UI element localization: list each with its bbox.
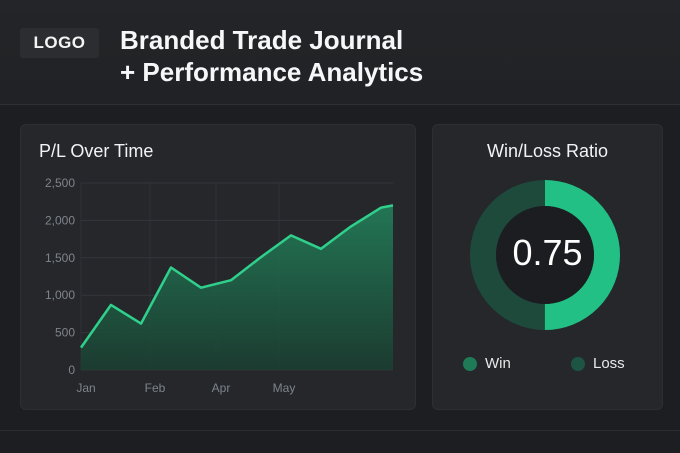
y-tick-label: 2,000 [45, 213, 75, 227]
legend-loss-dot [571, 356, 585, 371]
title-line-2: + Performance Analytics [120, 57, 424, 87]
x-tick-label: Feb [145, 381, 166, 395]
pl-line [79, 204, 394, 349]
y-tick-label: 1,500 [45, 251, 75, 265]
legend-win: Win [463, 355, 511, 372]
logo: LOGO [20, 28, 99, 58]
legend-win-label: Win [485, 355, 511, 372]
win-loss-donut [470, 180, 620, 330]
page-title: Branded Trade Journal + Performance Anal… [120, 24, 423, 88]
title-line-1: Branded Trade Journal [120, 25, 404, 55]
x-tick-label: Apr [212, 381, 231, 395]
win-loss-value: 0.75 [512, 232, 583, 273]
footer-divider [0, 430, 680, 431]
y-tick-label: 2,500 [45, 176, 75, 190]
donut-center [496, 206, 594, 304]
x-tick-label: May [273, 381, 296, 395]
win-loss-card: Win/Loss Ratio 0.75 Win Loss [432, 124, 663, 410]
donut-win-segment [470, 180, 620, 330]
y-tick-label: 1,000 [45, 288, 75, 302]
legend-loss: Loss [571, 355, 625, 372]
y-tick-label: 500 [55, 326, 75, 340]
pl-over-time-card: P/L Over Time 2,500 2,000 1,500 1,000 500 0 Ja… [20, 124, 416, 410]
legend-win-dot [463, 356, 477, 371]
wl-card-title: Win/Loss Ratio [486, 141, 609, 161]
y-tick-label: 0 [68, 363, 75, 377]
header: LOGO Branded Trade Journal + Performance… [0, 0, 680, 105]
pl-card-title: P/L Over Time [39, 141, 154, 161]
x-tick-label: Jan [76, 381, 95, 395]
legend-loss-label: Loss [593, 355, 625, 372]
